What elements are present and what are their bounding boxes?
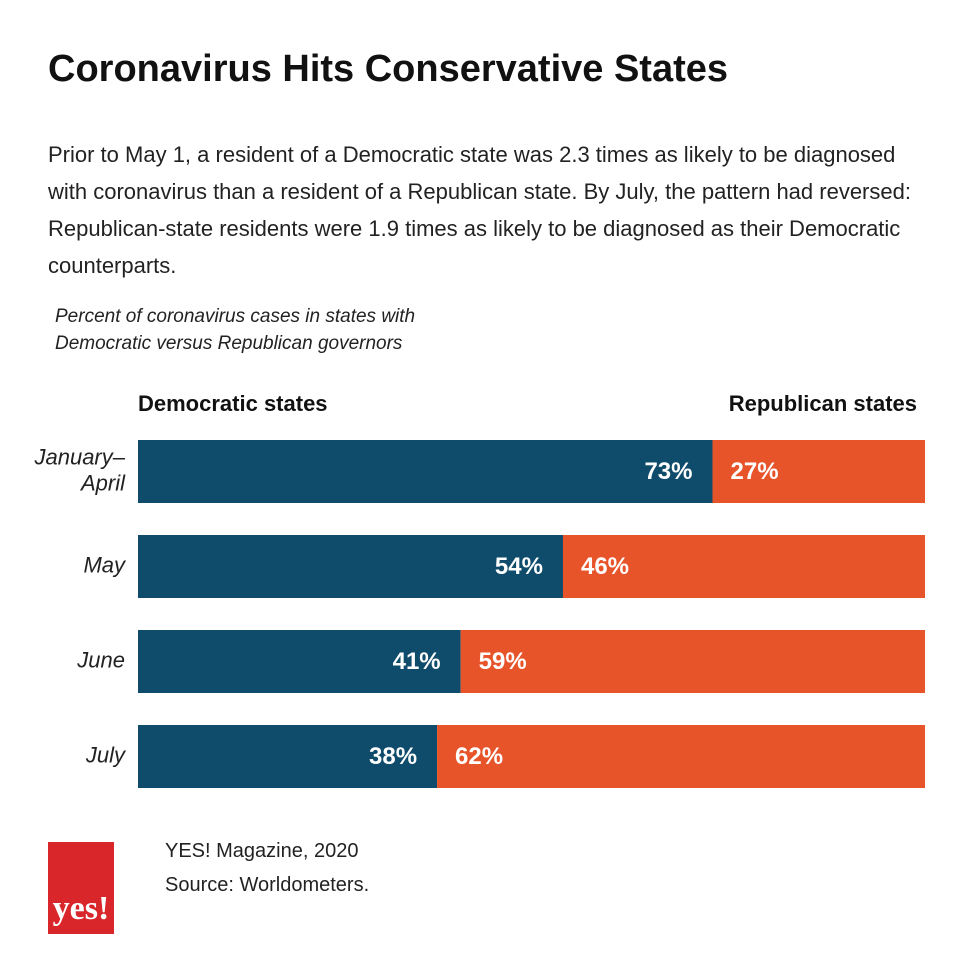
legend-label: Democratic states [138, 391, 328, 416]
source: Source: Worldometers. [165, 874, 370, 896]
value-label: 27% [731, 458, 779, 485]
y-tick-label-line: July [85, 742, 127, 767]
bar-segment [460, 630, 925, 693]
chart: Democratic states Republican states Januar… [33, 391, 925, 788]
bar-segment [437, 725, 925, 788]
value-label: 54% [495, 553, 543, 580]
value-label: 59% [479, 648, 527, 675]
y-tick-label-line: June [76, 647, 125, 672]
y-tick-label: May [83, 552, 127, 577]
y-tick-label-line: April [79, 470, 126, 495]
y-tick-label: June [76, 647, 125, 672]
value-label: 46% [581, 553, 629, 580]
y-tick-label: July [85, 742, 127, 767]
credit: YES! Magazine, 2020 [165, 840, 359, 862]
chart-title: Coronavirus Hits Conservative States [48, 48, 729, 90]
chart-caption: Percent of coronavirus cases in states w… [55, 306, 416, 354]
logo: yes! [48, 842, 114, 934]
bar-segment [138, 725, 438, 788]
chart-subtitle: Prior to May 1, a resident of a Democrat… [48, 142, 911, 278]
value-label: 73% [644, 458, 692, 485]
bar-segment [138, 630, 461, 693]
bar-segment [712, 440, 925, 503]
bar-segment [138, 440, 713, 503]
y-tick-label: January– April [33, 444, 126, 495]
bar-segment [138, 535, 563, 598]
value-label: 38% [369, 743, 417, 770]
legend-label: Republican states [729, 391, 917, 416]
y-tick-label-line: January– [33, 444, 125, 469]
value-label: 62% [455, 743, 503, 770]
bar-segment [562, 535, 925, 598]
value-label: 41% [393, 648, 441, 675]
y-tick-label-line: May [83, 552, 127, 577]
